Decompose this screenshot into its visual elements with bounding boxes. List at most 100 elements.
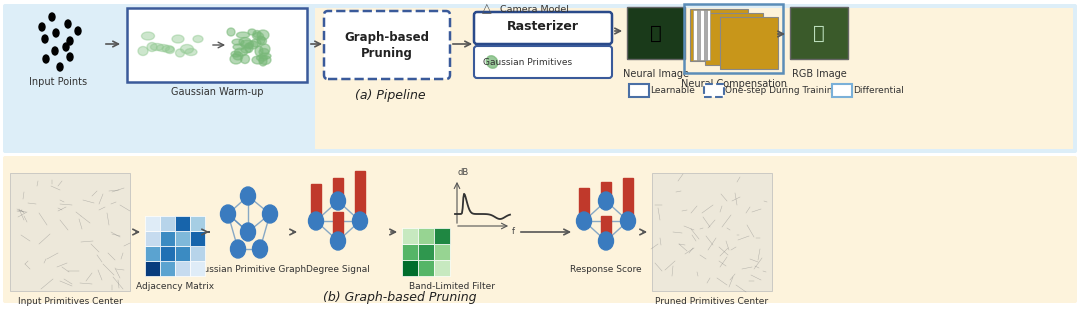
Bar [145,246,160,261]
Bar [697,10,700,60]
Bar [160,216,175,231]
Bar [175,261,190,276]
Ellipse shape [141,32,154,40]
Ellipse shape [241,47,251,53]
Bar [704,10,707,60]
Bar [600,182,611,196]
Ellipse shape [65,20,71,28]
Bar [418,228,434,244]
Ellipse shape [259,56,271,65]
Ellipse shape [53,29,59,37]
Bar [190,231,205,246]
Ellipse shape [253,240,268,258]
Ellipse shape [233,52,243,60]
Ellipse shape [255,46,264,56]
Bar [160,246,175,261]
Text: RGB Image: RGB Image [792,69,847,79]
Bar [175,246,190,261]
Bar [145,261,160,276]
FancyBboxPatch shape [629,84,649,97]
Bar [160,231,175,246]
Text: △: △ [482,2,491,15]
Ellipse shape [330,192,346,210]
Bar [652,173,772,291]
Ellipse shape [251,39,261,47]
Ellipse shape [241,223,256,241]
Ellipse shape [262,205,278,223]
Ellipse shape [230,240,245,258]
Text: Rasterizer: Rasterizer [507,19,579,32]
Text: Gaussian Primitive Graph: Gaussian Primitive Graph [191,265,307,274]
Text: Gaussian Primitives: Gaussian Primitives [484,57,572,66]
Ellipse shape [253,32,264,40]
Ellipse shape [67,53,73,61]
Ellipse shape [180,44,193,53]
Text: Camera Model: Camera Model [500,5,569,14]
Ellipse shape [234,48,247,56]
Ellipse shape [42,35,48,43]
Bar [418,260,434,276]
Ellipse shape [67,37,73,45]
Ellipse shape [577,212,592,230]
Bar [160,261,175,276]
Ellipse shape [185,49,197,56]
Bar [315,8,1074,149]
Ellipse shape [230,54,242,64]
Text: Pruning: Pruning [361,46,413,60]
Text: One-step During Training: One-step During Training [725,86,838,95]
Ellipse shape [621,212,635,230]
FancyBboxPatch shape [127,8,307,82]
FancyBboxPatch shape [474,46,612,78]
Text: Response Score: Response Score [570,265,642,274]
Ellipse shape [252,56,264,64]
Bar [627,7,685,59]
Bar [190,246,205,261]
Ellipse shape [241,187,256,205]
Ellipse shape [147,43,157,52]
Text: Input Primitives Center: Input Primitives Center [17,297,122,306]
Ellipse shape [486,56,498,68]
Text: dB: dB [458,168,469,177]
Bar [175,216,190,231]
Text: Gaussian Warm-up: Gaussian Warm-up [171,87,264,97]
Ellipse shape [52,47,58,55]
Ellipse shape [257,36,265,44]
Ellipse shape [220,205,235,223]
Bar [175,231,190,246]
Ellipse shape [63,43,69,51]
Ellipse shape [352,212,367,230]
Ellipse shape [309,212,324,230]
Text: 🚴: 🚴 [650,23,662,43]
Bar [789,7,848,59]
Bar [402,260,418,276]
Ellipse shape [233,44,245,50]
Ellipse shape [231,51,241,57]
Bar [579,188,589,216]
Ellipse shape [165,46,175,53]
Bar [434,244,450,260]
Ellipse shape [232,39,244,45]
Ellipse shape [239,37,251,46]
FancyBboxPatch shape [704,84,724,97]
Ellipse shape [57,63,63,71]
Text: Input Points: Input Points [29,77,87,87]
Bar [623,178,633,216]
Text: Adjacency Matrix: Adjacency Matrix [136,282,214,291]
Text: Neural Compensation: Neural Compensation [681,79,787,89]
Text: (b) Graph-based Pruning: (b) Graph-based Pruning [323,291,476,304]
FancyBboxPatch shape [832,84,852,97]
Bar [418,244,434,260]
Ellipse shape [39,23,45,31]
Ellipse shape [245,44,253,53]
Text: Degree Signal: Degree Signal [306,265,370,274]
Ellipse shape [257,37,267,45]
Ellipse shape [253,31,261,37]
Bar [402,244,418,260]
Ellipse shape [241,40,254,48]
Text: 🚴: 🚴 [813,23,825,43]
Bar [10,173,130,291]
Ellipse shape [248,29,256,35]
Bar [434,260,450,276]
Ellipse shape [260,44,270,54]
Text: Band-Limited Filter: Band-Limited Filter [409,282,495,291]
